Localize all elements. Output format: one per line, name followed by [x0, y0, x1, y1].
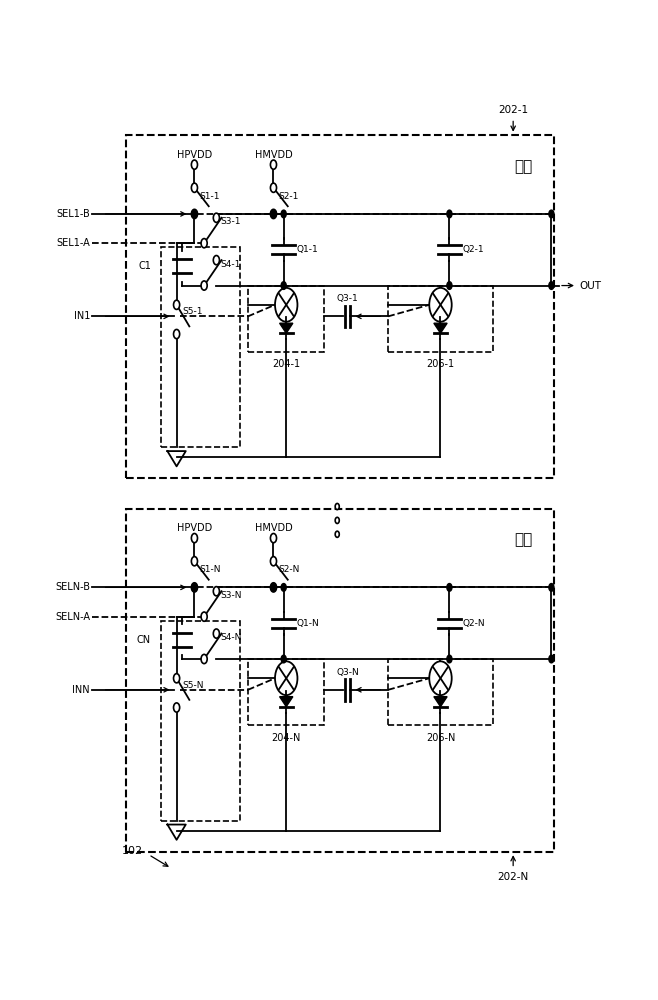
Circle shape [271, 584, 276, 591]
Text: 206-1: 206-1 [426, 359, 455, 369]
Circle shape [275, 288, 297, 322]
Bar [388, 286, 493, 352]
Text: S5-1: S5-1 [183, 307, 203, 316]
Bar [126, 509, 554, 852]
Circle shape [270, 557, 276, 566]
Circle shape [447, 655, 452, 663]
Circle shape [429, 661, 451, 695]
Text: 206-N: 206-N [426, 733, 455, 743]
Text: HMVDD: HMVDD [255, 150, 292, 160]
Text: Q1-N: Q1-N [297, 619, 319, 628]
Circle shape [174, 300, 180, 309]
Circle shape [174, 703, 180, 712]
Text: HPVDD: HPVDD [177, 523, 212, 533]
Circle shape [549, 655, 554, 663]
Text: CN: CN [137, 635, 151, 645]
Text: 102: 102 [122, 846, 143, 856]
Text: 204-1: 204-1 [272, 359, 300, 369]
Text: S3-1: S3-1 [220, 217, 240, 226]
Circle shape [191, 533, 197, 543]
Text: Q3-N: Q3-N [336, 668, 359, 677]
Text: Q2-1: Q2-1 [462, 245, 484, 254]
Text: SEL1-B: SEL1-B [56, 209, 90, 219]
Circle shape [201, 612, 207, 621]
Circle shape [281, 655, 286, 663]
Bar [248, 659, 324, 725]
Circle shape [429, 288, 451, 322]
Text: 单元: 单元 [515, 159, 532, 174]
Text: S3-N: S3-N [220, 591, 241, 600]
Text: S5-N: S5-N [183, 681, 204, 690]
Circle shape [549, 584, 554, 591]
Text: S1-1: S1-1 [199, 192, 220, 201]
Circle shape [447, 210, 452, 218]
Circle shape [192, 584, 197, 591]
Circle shape [549, 282, 554, 289]
Text: Q2-N: Q2-N [462, 619, 485, 628]
Circle shape [270, 533, 276, 543]
Text: S1-N: S1-N [199, 565, 221, 574]
Circle shape [213, 256, 219, 265]
Circle shape [281, 210, 286, 218]
Circle shape [447, 282, 452, 289]
Text: SELN-A: SELN-A [55, 612, 90, 622]
Text: S2-N: S2-N [278, 565, 300, 574]
Text: Q3-1: Q3-1 [336, 294, 359, 303]
Circle shape [191, 583, 197, 592]
Bar [161, 247, 240, 447]
Text: 204-N: 204-N [272, 733, 301, 743]
Text: HPVDD: HPVDD [177, 150, 212, 160]
Circle shape [270, 209, 276, 219]
Text: S4-N: S4-N [220, 633, 241, 642]
Circle shape [192, 210, 197, 218]
Text: Q1-1: Q1-1 [297, 245, 318, 254]
Polygon shape [280, 323, 293, 333]
Text: C1: C1 [138, 261, 151, 271]
Bar [126, 135, 554, 478]
Circle shape [335, 503, 340, 510]
Bar [388, 659, 493, 725]
Circle shape [213, 629, 219, 638]
Text: SELN-B: SELN-B [55, 582, 90, 592]
Circle shape [335, 517, 340, 523]
Text: S4-1: S4-1 [220, 260, 240, 269]
Text: INN: INN [72, 685, 90, 695]
Circle shape [281, 282, 286, 289]
Circle shape [191, 160, 197, 169]
Circle shape [201, 281, 207, 290]
Circle shape [270, 160, 276, 169]
Circle shape [213, 587, 219, 596]
Circle shape [335, 531, 340, 537]
Text: S2-1: S2-1 [278, 192, 299, 201]
Circle shape [201, 239, 207, 248]
Polygon shape [280, 697, 293, 707]
Text: 202-N: 202-N [497, 872, 529, 882]
Circle shape [271, 210, 276, 218]
Polygon shape [434, 323, 447, 333]
Text: HMVDD: HMVDD [255, 523, 292, 533]
Circle shape [549, 210, 554, 218]
Circle shape [213, 213, 219, 222]
Circle shape [174, 674, 180, 683]
Circle shape [191, 183, 197, 192]
Circle shape [191, 557, 197, 566]
Text: OUT: OUT [580, 281, 601, 291]
Circle shape [275, 661, 297, 695]
Circle shape [174, 329, 180, 339]
Circle shape [447, 584, 452, 591]
Circle shape [281, 584, 286, 591]
Bar [248, 286, 324, 352]
Text: SEL1-A: SEL1-A [56, 238, 90, 248]
Text: 单元: 单元 [515, 532, 532, 547]
Circle shape [270, 583, 276, 592]
Text: 202-1: 202-1 [498, 105, 528, 115]
Bar [161, 620, 240, 821]
Polygon shape [434, 697, 447, 707]
Text: IN1: IN1 [74, 311, 90, 321]
Circle shape [270, 183, 276, 192]
Circle shape [191, 209, 197, 219]
Circle shape [201, 654, 207, 664]
